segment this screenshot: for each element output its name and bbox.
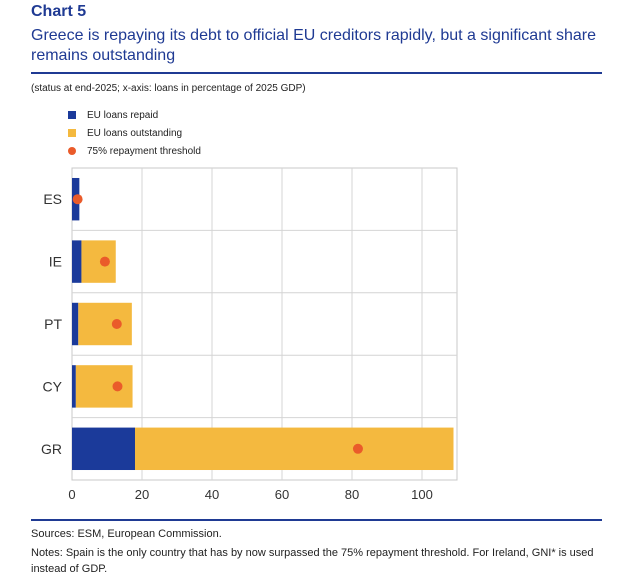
title-divider bbox=[31, 72, 602, 74]
status-note: (status at end-2025; x-axis: loans in pe… bbox=[31, 83, 306, 94]
x-tick-label-20: 20 bbox=[135, 487, 149, 502]
marker-threshold-es bbox=[72, 194, 83, 205]
category-label-cy: CY bbox=[43, 378, 63, 394]
category-label-ie: IE bbox=[49, 254, 62, 270]
chart-title: Greece is repaying its debt to official … bbox=[31, 27, 597, 64]
x-tick-label-60: 60 bbox=[275, 487, 289, 502]
legend-swatch-repaid bbox=[68, 111, 76, 119]
marker-threshold-gr bbox=[352, 443, 363, 454]
legend: EU loans repaid EU loans outstanding 75%… bbox=[68, 106, 201, 160]
x-tick-label-80: 80 bbox=[345, 487, 359, 502]
chart-number: Chart 5 bbox=[31, 3, 87, 20]
bar-ie-outstanding bbox=[81, 240, 116, 283]
legend-label-outstanding: EU loans outstanding bbox=[87, 127, 183, 139]
footer-divider bbox=[31, 519, 602, 521]
legend-label-repaid: EU loans repaid bbox=[87, 109, 159, 121]
sources: Sources: ESM, European Commission. bbox=[31, 528, 222, 540]
category-label-gr: GR bbox=[41, 441, 62, 457]
bar-cy-outstanding bbox=[75, 365, 133, 408]
bar-gr-outstanding bbox=[135, 427, 454, 471]
bar-gr-repaid bbox=[72, 427, 135, 471]
bar-pt-outstanding bbox=[78, 302, 132, 346]
x-tick-label-0: 0 bbox=[68, 487, 75, 502]
legend-label-threshold: 75% repayment threshold bbox=[87, 145, 201, 157]
bar-pt-repaid bbox=[72, 302, 79, 346]
marker-threshold-pt bbox=[111, 319, 122, 329]
legend-swatch-threshold bbox=[68, 147, 76, 155]
marker-threshold-cy bbox=[112, 381, 123, 392]
legend-item-threshold: 75% repayment threshold bbox=[68, 142, 201, 160]
marker-threshold-ie bbox=[99, 256, 110, 267]
legend-item-outstanding: EU loans outstanding bbox=[68, 124, 201, 142]
bar-cy-repaid bbox=[72, 365, 76, 408]
x-tick-label-100: 100 bbox=[411, 487, 433, 502]
category-label-pt: PT bbox=[44, 316, 62, 332]
legend-item-repaid: EU loans repaid bbox=[68, 106, 201, 124]
x-tick-label-40: 40 bbox=[205, 487, 219, 502]
bar-ie-repaid bbox=[72, 240, 82, 283]
category-label-es: ES bbox=[43, 191, 62, 207]
legend-swatch-outstanding bbox=[68, 129, 76, 137]
notes: Notes: Spain is the only country that ha… bbox=[31, 547, 594, 575]
